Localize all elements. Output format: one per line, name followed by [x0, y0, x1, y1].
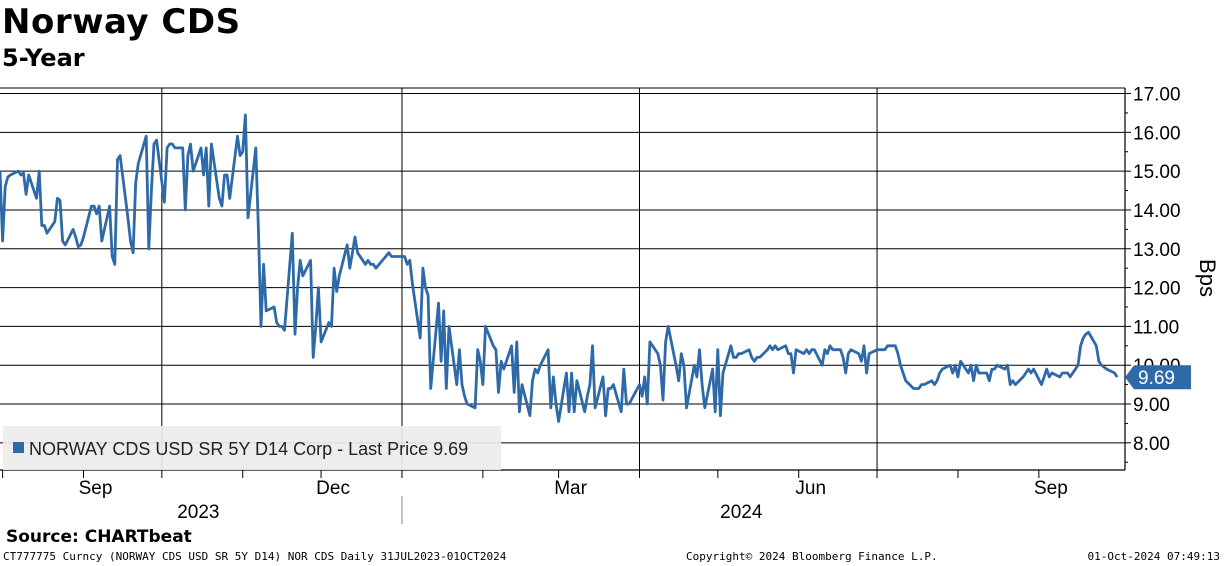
y-tick-label: 8.00 — [1133, 434, 1170, 455]
legend-box — [3, 426, 501, 470]
x-month-label: Dec — [316, 478, 350, 499]
x-month-label: Mar — [554, 478, 587, 499]
source-note: Source: CHARTbeat — [6, 527, 192, 547]
timestamp: 01-Oct-2024 07:49:13 — [1087, 550, 1220, 563]
y-axis-label: Bps — [1195, 259, 1220, 297]
series-layer — [0, 113, 1119, 423]
y-tick-label: 14.00 — [1133, 201, 1181, 222]
legend-swatch — [13, 442, 24, 453]
y-tick-label: 11.00 — [1133, 317, 1179, 338]
x-month-label: Jun — [795, 478, 826, 499]
x-year-label: 2024 — [720, 502, 763, 523]
x-year-label: 2023 — [177, 502, 219, 523]
security-description: CT777775 Curncy (NORWAY CDS USD SR 5Y D1… — [3, 550, 507, 563]
grid-layer — [0, 87, 1125, 470]
copyright-notice: Copyright© 2024 Bloomberg Finance L.P. — [686, 550, 938, 563]
y-tick-label: 16.00 — [1133, 123, 1181, 144]
legend-label: NORWAY CDS USD SR 5Y D14 Corp - Last Pri… — [29, 439, 468, 459]
y-tick-label: 13.00 — [1133, 240, 1181, 261]
series-line — [0, 113, 1119, 423]
x-month-label: Sep — [1034, 478, 1068, 499]
y-tick-label: 12.00 — [1133, 279, 1181, 300]
y-tick-label: 15.00 — [1133, 162, 1181, 183]
x-month-label: Sep — [79, 478, 113, 499]
last-value-marker — [1125, 365, 1191, 390]
chart-subtitle: 5-Year — [2, 44, 85, 72]
y-tick-label: 17.00 — [1133, 85, 1181, 106]
last-value-label: 9.69 — [1138, 368, 1175, 389]
chart-title: Norway CDS — [2, 2, 241, 42]
overlay-layer: 9.69 NORWAY CDS USD SR 5Y D14 Corp - Last… — [3, 365, 1191, 470]
y-tick-label: 9.00 — [1133, 395, 1170, 416]
